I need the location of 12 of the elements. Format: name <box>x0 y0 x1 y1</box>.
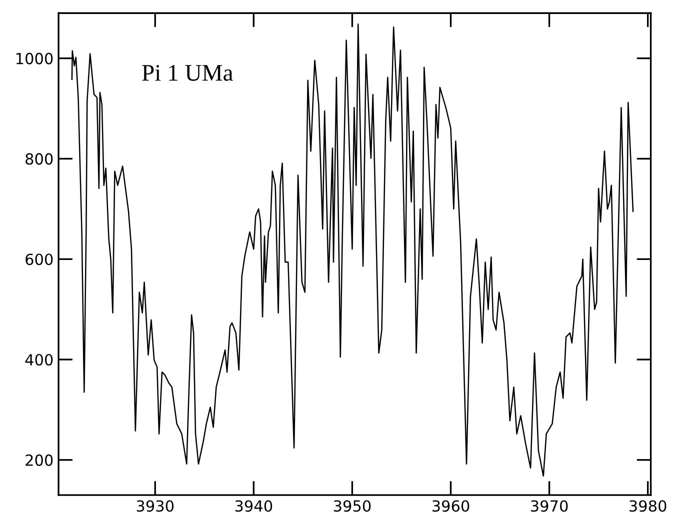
y-tick-label: 800 <box>26 153 53 165</box>
x-tick-label: 3960 <box>432 500 470 512</box>
y-tick-label: 600 <box>26 254 53 266</box>
y-tick-label: 400 <box>25 354 53 366</box>
x-tick-label: 3940 <box>235 500 272 512</box>
y-tick-label: 1000 <box>16 52 53 64</box>
annotation: Pi 1 UMa <box>142 64 233 81</box>
x-tick-label: 3930 <box>136 500 174 512</box>
x-tick-label: 3980 <box>630 500 666 512</box>
x-tick-label: 3970 <box>531 500 568 512</box>
x-tick-label: 3950 <box>334 500 371 512</box>
y-tick-label: 200 <box>26 454 53 466</box>
